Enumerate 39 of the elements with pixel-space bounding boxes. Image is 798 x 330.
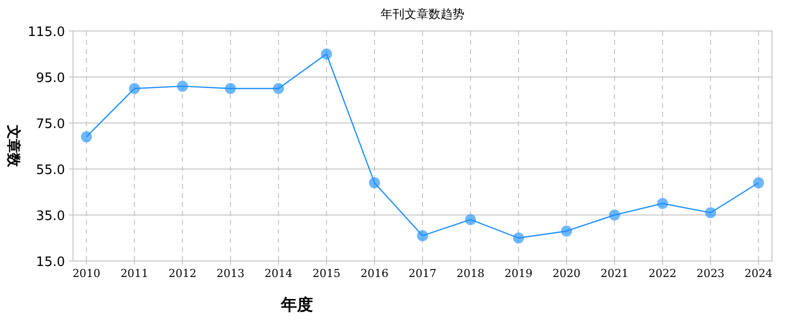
x-tick-label: 2015 <box>312 267 340 280</box>
x-tick-label: 2013 <box>216 267 244 280</box>
x-tick-label: 2024 <box>744 267 773 280</box>
point <box>657 198 668 209</box>
point <box>561 226 572 237</box>
x-tick-label: 2018 <box>456 267 485 280</box>
point <box>176 80 188 92</box>
point <box>224 83 236 94</box>
point <box>272 83 284 94</box>
y-tick-label: 115.0 <box>28 25 65 40</box>
y-tick-label: 75.0 <box>36 117 65 132</box>
x-tick-label: 2010 <box>72 267 100 280</box>
x-tick-label: 2017 <box>408 267 436 280</box>
point <box>753 177 764 188</box>
x-tick-label: 2011 <box>120 267 148 280</box>
point <box>513 232 524 244</box>
point <box>80 131 92 142</box>
x-tick-label: 2020 <box>552 267 581 280</box>
y-tick-label: 15.0 <box>36 255 65 270</box>
x-tick-label: 2012 <box>168 267 196 280</box>
point <box>368 177 380 188</box>
point <box>465 214 476 226</box>
y-tick-label: 95.0 <box>36 71 65 86</box>
x-tick-label: 2023 <box>696 267 725 280</box>
point <box>128 83 140 94</box>
point <box>705 207 716 218</box>
point <box>320 48 332 60</box>
x-tick-label: 2022 <box>648 267 677 280</box>
x-tick-label: 2014 <box>264 267 292 280</box>
y-tick-label: 35.0 <box>36 209 65 224</box>
point <box>609 210 620 220</box>
y-tick-label: 55.0 <box>36 163 65 178</box>
x-tick-label: 2016 <box>360 267 388 280</box>
point <box>417 230 428 242</box>
chart-title: 年刊文章数趋势 <box>380 7 464 21</box>
x-tick-label: 2021 <box>600 267 629 280</box>
y-axis-title: 文章数 <box>5 124 22 168</box>
x-axis-title: 年度 <box>280 295 313 314</box>
x-tick-label: 2019 <box>504 267 533 280</box>
